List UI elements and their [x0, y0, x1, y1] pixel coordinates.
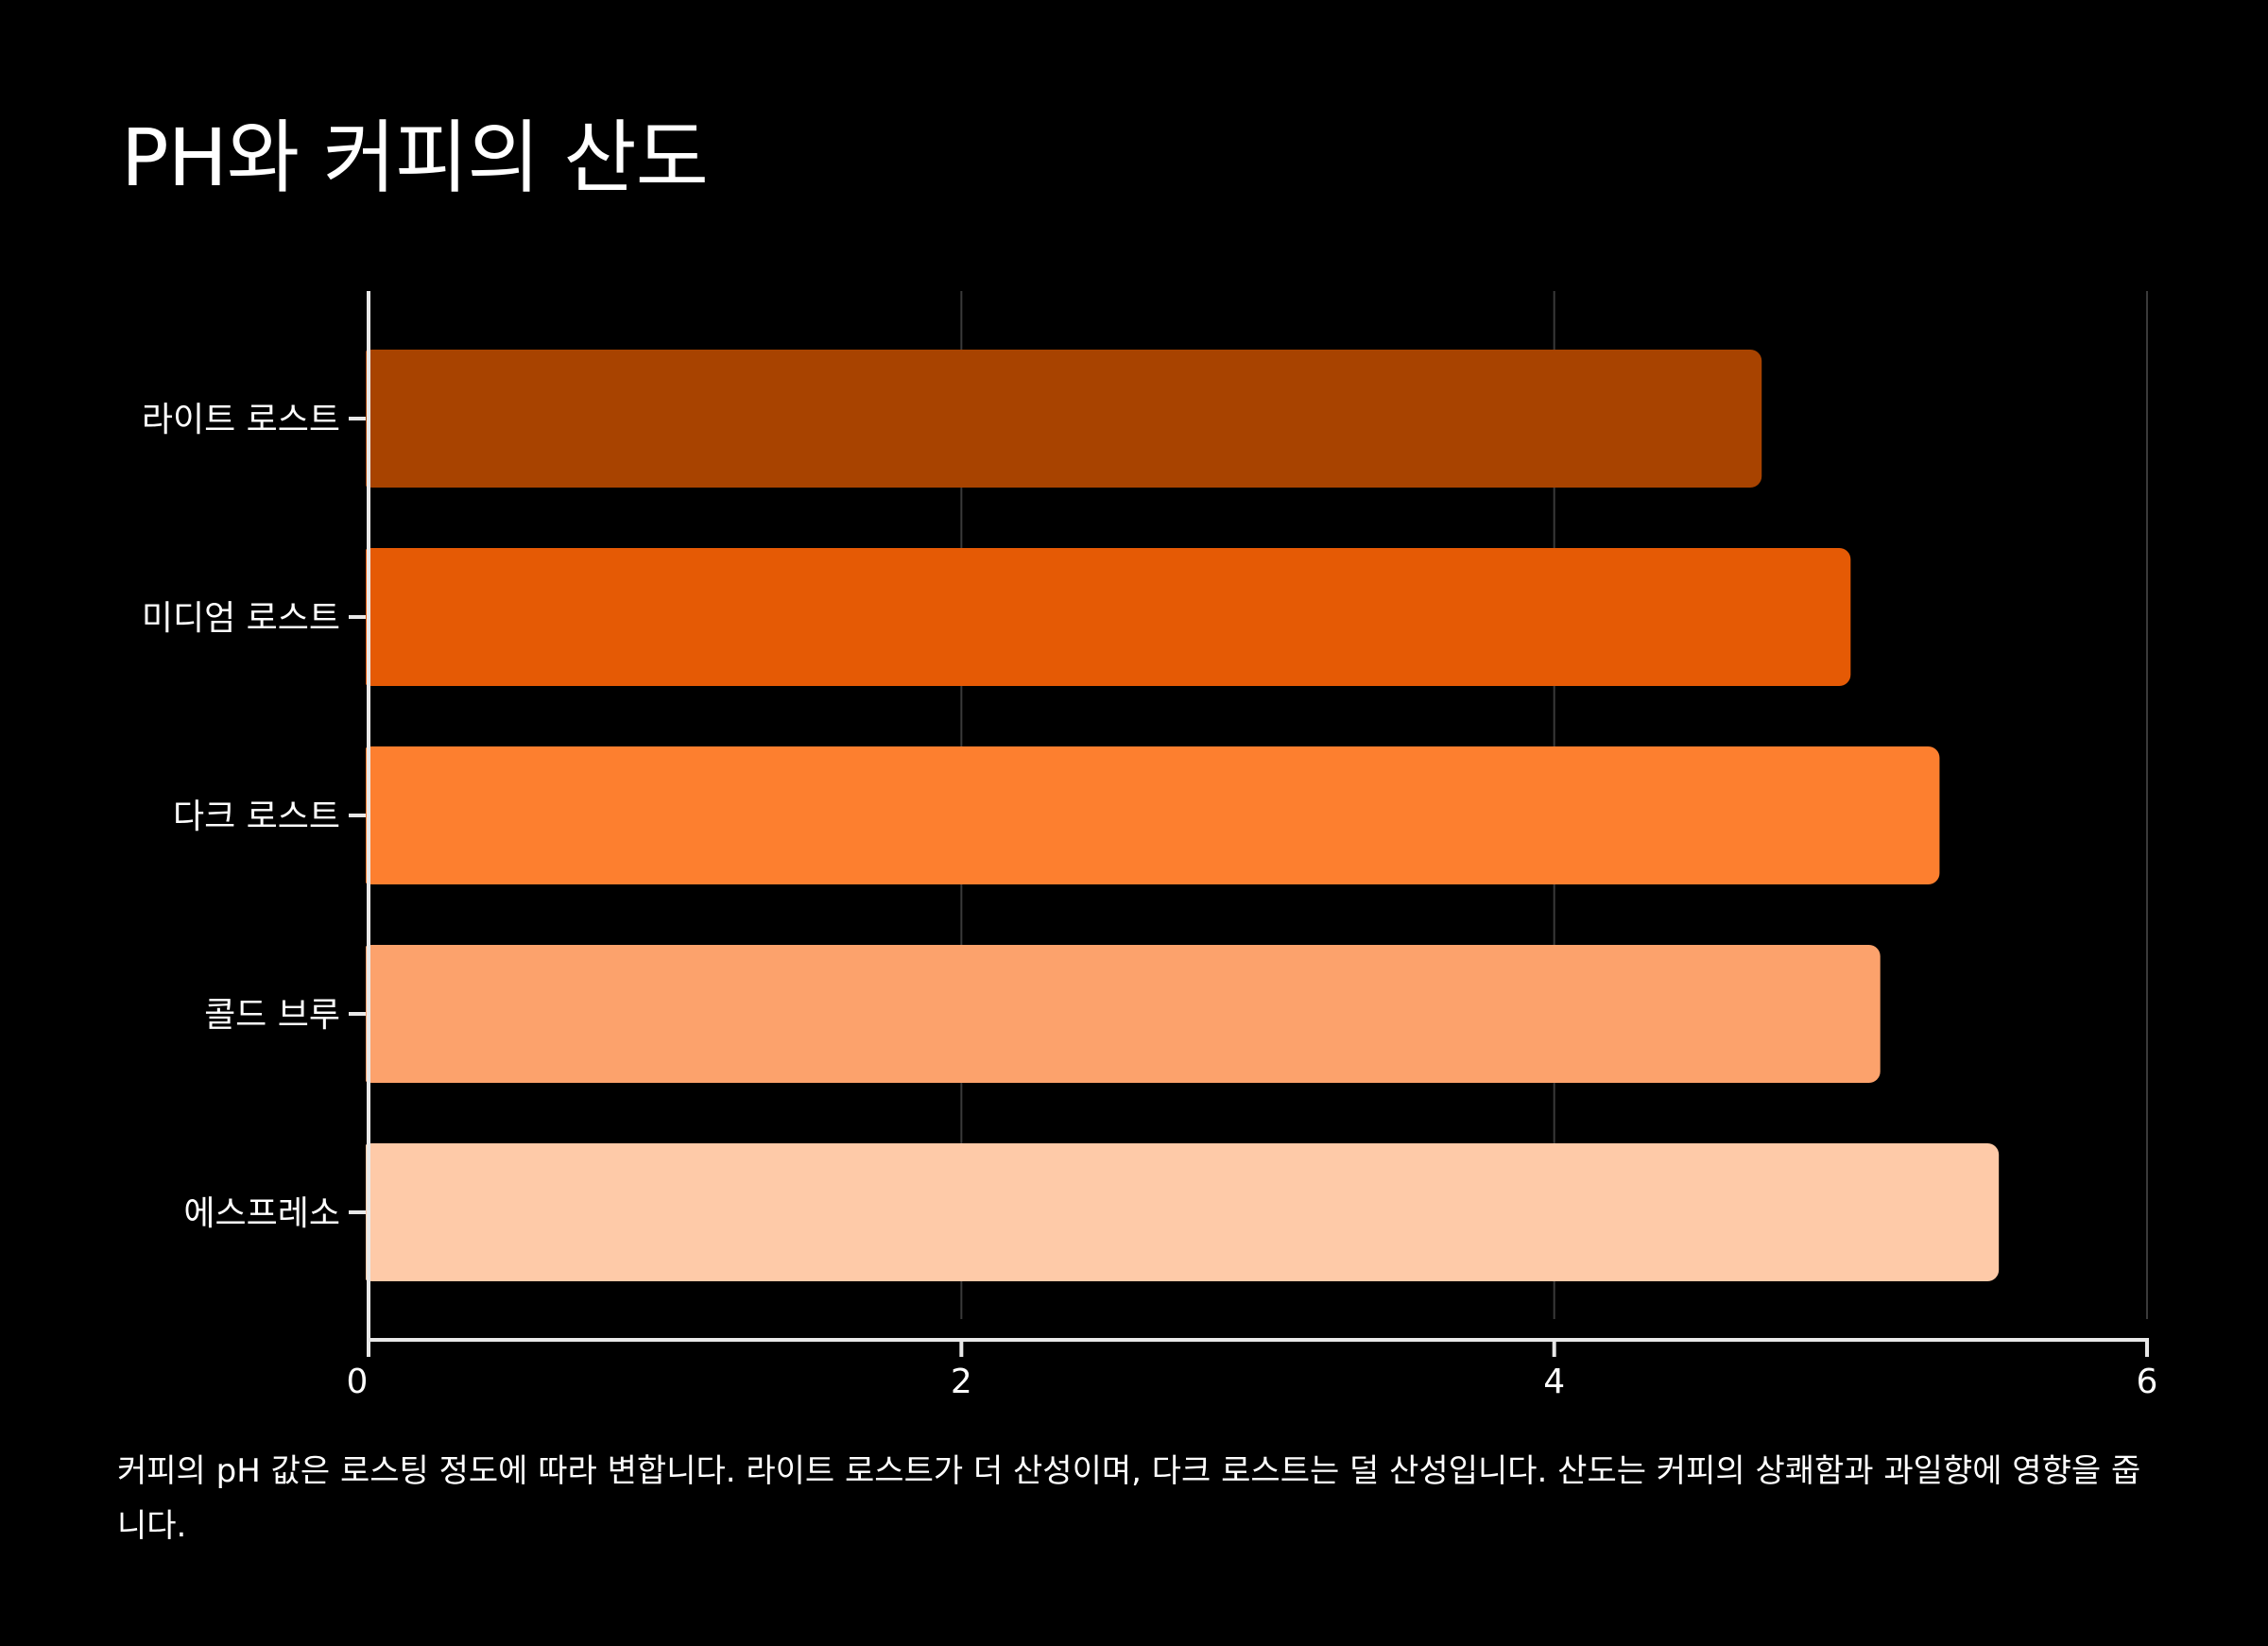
- bar-4: [360, 1143, 2000, 1281]
- bar-3: [360, 945, 1881, 1083]
- x-tick-label-3: 6: [2137, 1363, 2158, 1401]
- y-tick-label-1: 미디엄 로스트: [142, 599, 340, 638]
- bar-0: [360, 350, 1762, 488]
- chart-caption: 커피의 pH 값은 로스팅 정도에 따라 변합니다. 라이트 로스트가 더 산성…: [117, 1452, 2141, 1545]
- bar-2: [360, 746, 1940, 884]
- x-tick-label-1: 2: [951, 1363, 972, 1401]
- y-tick-label-0: 라이트 로스트: [142, 401, 340, 439]
- bar-1: [360, 548, 1851, 686]
- x-tick-label-2: 4: [1543, 1363, 1565, 1401]
- x-tick-label-0: 0: [347, 1363, 369, 1401]
- y-tick-label-3: 콜드 브루: [204, 996, 340, 1035]
- y-tick-label-4: 에스프레소: [183, 1194, 340, 1233]
- bars: [353, 291, 2000, 1340]
- y-tick-label-2: 다크 로스트: [173, 797, 340, 836]
- chart-title: PH와 커피의 산도: [121, 111, 709, 204]
